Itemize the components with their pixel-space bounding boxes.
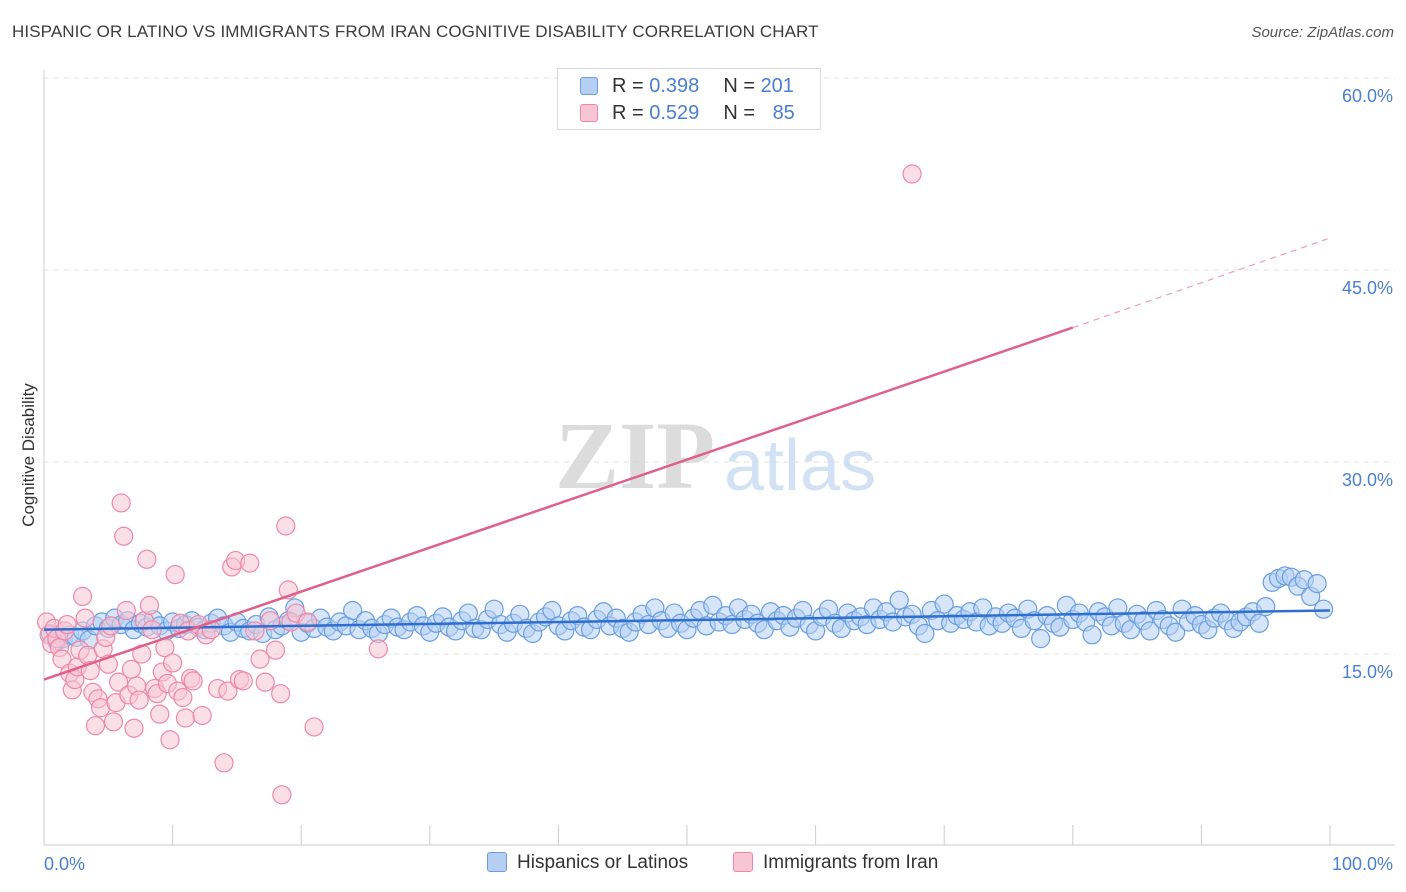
legend-swatch-pink <box>580 104 598 122</box>
data-point <box>160 730 180 750</box>
legend-row-iran: R = 0.529 N = 85 <box>580 102 795 126</box>
data-point <box>103 712 124 732</box>
data-point <box>114 526 134 546</box>
data-point <box>121 659 142 679</box>
bottom-legend-label: Immigrants from Iran <box>763 852 939 873</box>
data-point <box>368 639 388 659</box>
series-hispanic-points <box>40 566 1334 651</box>
y-tick-label: 45.0% <box>1342 278 1393 298</box>
data-point <box>139 595 160 615</box>
data-point <box>101 616 121 636</box>
bottom-legend-hispanic: Hispanics or Latinos <box>487 852 688 874</box>
data-point <box>1140 621 1160 641</box>
data-point <box>173 687 193 708</box>
data-point <box>108 672 129 692</box>
data-point <box>1249 613 1269 633</box>
data-point <box>255 672 275 692</box>
data-point <box>150 704 170 724</box>
data-point <box>343 600 363 621</box>
data-point <box>85 716 106 736</box>
bottom-legend-iran: Immigrants from Iran <box>733 852 938 874</box>
data-point <box>1313 599 1334 619</box>
legend-n-label: N = <box>723 102 761 124</box>
data-point <box>1031 629 1051 649</box>
data-point <box>183 671 203 691</box>
legend-row-hispanic: R = 0.398 N = 201 <box>580 75 794 99</box>
data-point <box>304 717 324 737</box>
legend-n-value: 85 <box>772 102 795 124</box>
y-tick-labels: 15.0% 30.0% 45.0% 60.0% <box>1342 86 1393 682</box>
data-point <box>272 785 292 805</box>
data-point <box>1082 625 1102 645</box>
data-point <box>192 705 212 726</box>
trend-line <box>43 326 1074 681</box>
source-label: Source: ZipAtlas.com <box>1251 24 1394 41</box>
y-tick-label: 60.0% <box>1342 86 1393 106</box>
trend-line <box>43 609 1331 631</box>
legend-n-label: N = <box>723 75 761 97</box>
legend-n-value: 201 <box>760 75 794 97</box>
data-point <box>57 614 77 635</box>
data-point <box>129 690 149 710</box>
data-point <box>934 594 954 614</box>
bottom-legend-label: Hispanics or Latinos <box>517 852 689 873</box>
data-point <box>124 718 144 738</box>
data-point <box>116 600 136 621</box>
data-point <box>889 590 909 610</box>
data-point <box>915 623 935 644</box>
chart-title: HISPANIC OR LATINO VS IMMIGRANTS FROM IR… <box>12 22 819 41</box>
data-point <box>75 608 95 628</box>
bottom-legend-swatch-blue <box>487 852 507 872</box>
data-point <box>265 640 286 660</box>
data-point <box>111 493 131 513</box>
data-point <box>276 516 296 536</box>
legend-r-label: R = <box>612 102 650 124</box>
data-point <box>250 649 270 669</box>
data-point <box>233 671 253 691</box>
correlation-legend: R = 0.398 N = 201 R = 0.529 N = 85 <box>557 68 821 130</box>
y-axis-label: Cognitive Disability <box>19 383 38 527</box>
bottom-legend-swatch-pink <box>733 852 753 872</box>
data-point <box>1307 573 1327 594</box>
legend-r-value: 0.398 <box>649 75 700 97</box>
data-point <box>902 164 922 184</box>
data-point <box>240 553 260 573</box>
data-point <box>218 681 238 701</box>
data-point <box>298 612 318 632</box>
data-point <box>271 684 291 704</box>
data-point <box>142 620 162 640</box>
x-tick-label: 100.0% <box>1332 854 1393 874</box>
x-tick-label: 0.0% <box>44 854 85 874</box>
legend-swatch-blue <box>580 77 598 95</box>
data-point <box>1166 622 1186 642</box>
data-point <box>703 595 723 615</box>
axes <box>43 70 1395 846</box>
trend-line-extension <box>1072 237 1331 329</box>
data-point <box>163 653 183 673</box>
legend-r-label: R = <box>612 75 650 97</box>
data-point <box>245 621 265 641</box>
data-point <box>165 565 185 585</box>
data-point <box>72 586 93 607</box>
data-point <box>214 753 234 773</box>
data-point <box>175 708 196 728</box>
data-point <box>1256 597 1276 617</box>
y-tick-label: 30.0% <box>1342 470 1393 490</box>
watermark-zip: ZIP <box>555 402 715 509</box>
trend-lines <box>43 237 1331 681</box>
y-tick-label: 15.0% <box>1342 662 1393 682</box>
data-point <box>137 549 157 569</box>
x-tick-labels: 0.0% 100.0% <box>44 854 1393 874</box>
legend-r-value: 0.529 <box>649 102 700 124</box>
